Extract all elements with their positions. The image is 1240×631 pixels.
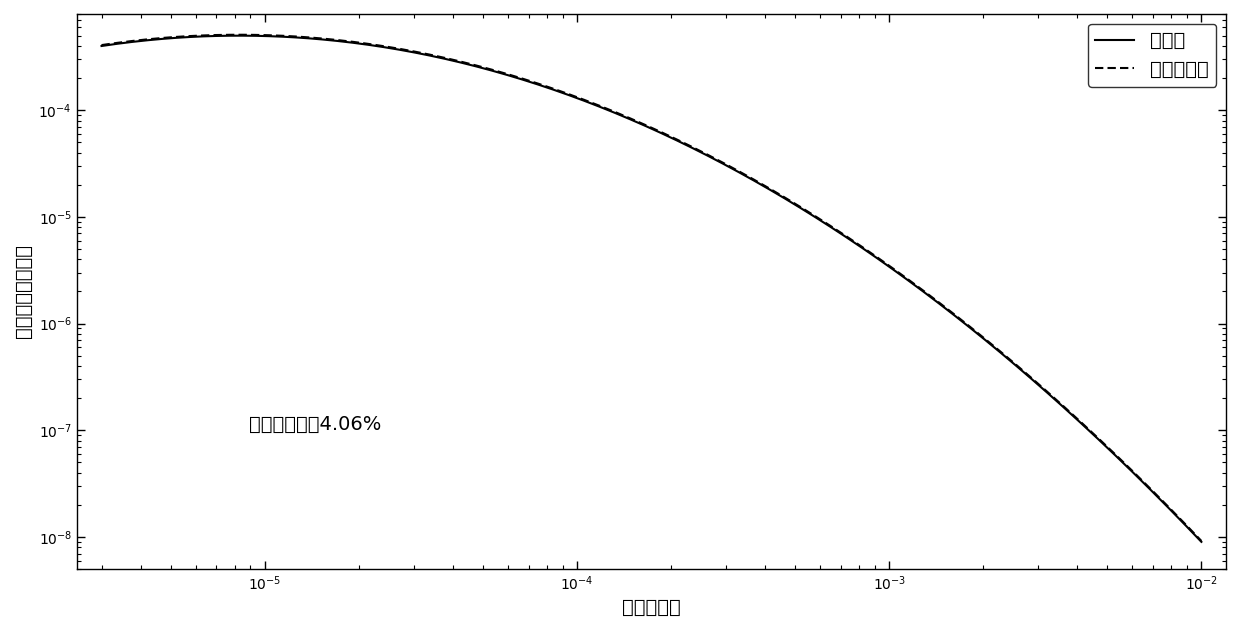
解析解 xyxy=(1194,538,1209,546)
解析解 xyxy=(751,179,766,187)
有限差分解 xyxy=(751,179,766,186)
X-axis label: 时间（秒）: 时间（秒） xyxy=(622,598,681,617)
解析解 xyxy=(231,32,246,40)
有限差分解 xyxy=(692,146,707,154)
解析解 xyxy=(998,353,1013,360)
有限差分解 xyxy=(94,41,109,49)
解析解 xyxy=(94,42,109,50)
有限差分解 xyxy=(1169,512,1184,519)
有限差分解 xyxy=(625,115,640,123)
Line: 有限差分解: 有限差分解 xyxy=(102,35,1202,541)
Text: 平均相对误差4.06%: 平均相对误差4.06% xyxy=(249,415,382,434)
有限差分解 xyxy=(619,113,634,121)
解析解 xyxy=(625,117,640,124)
解析解 xyxy=(619,114,634,121)
Y-axis label: 感应电动势（伏）: 感应电动势（伏） xyxy=(14,244,33,338)
有限差分解 xyxy=(998,352,1013,360)
解析解 xyxy=(692,148,707,155)
有限差分解 xyxy=(1194,537,1209,545)
有限差分解 xyxy=(231,31,246,38)
解析解 xyxy=(1169,513,1184,521)
Legend: 解析解, 有限差分解: 解析解, 有限差分解 xyxy=(1087,23,1216,87)
Line: 解析解: 解析解 xyxy=(102,36,1202,542)
